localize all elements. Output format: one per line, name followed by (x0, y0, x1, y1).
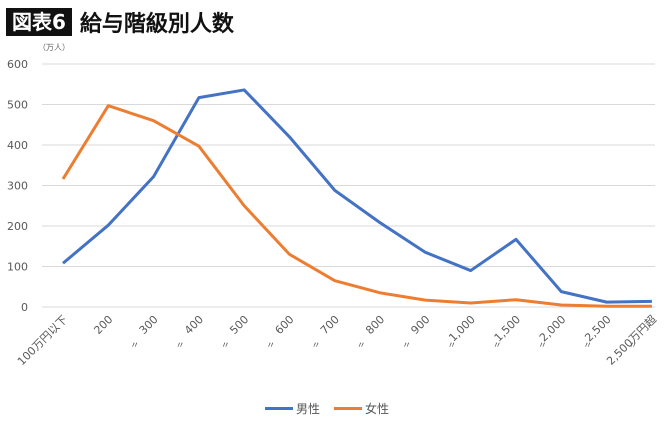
ditto-mark: 〃 (629, 341, 638, 351)
y-tick-label: 300 (7, 180, 28, 193)
legend-swatch (265, 407, 293, 410)
ditto-mark: 〃 (402, 341, 411, 351)
x-tick-label: 1,500 (492, 313, 523, 344)
title-text: 給与階級別人数 (79, 12, 234, 37)
series-line (61, 104, 652, 308)
series-line (62, 88, 652, 304)
y-tick-label: 500 (7, 99, 28, 112)
ditto-mark: 〃 (538, 341, 547, 351)
legend-item: 女性 (334, 400, 389, 417)
x-tick-label: 2,500 (582, 313, 613, 344)
figure-badge: 図表6 (6, 8, 72, 36)
y-tick-label: 200 (7, 220, 28, 233)
y-unit-label: （万人） (38, 43, 70, 52)
ditto-mark: 〃 (583, 341, 592, 351)
ditto-mark: 〃 (493, 341, 502, 351)
legend-label: 女性 (365, 402, 390, 416)
x-tick-label: 1,000 (446, 313, 477, 344)
ditto-mark: 〃 (312, 341, 321, 351)
x-tick-label: 400 (182, 313, 206, 337)
x-tick-label: 800 (363, 313, 387, 337)
ditto-mark: 〃 (447, 341, 456, 351)
x-tick-label: 100万円以下 (15, 313, 70, 368)
x-tick-label: 900 (408, 313, 432, 337)
ditto-mark: 〃 (221, 341, 230, 351)
x-tick-label: 500 (227, 313, 251, 337)
legend: 男性 女性 (265, 400, 403, 417)
legend-label: 男性 (296, 402, 321, 416)
ditto-mark: 〃 (176, 341, 185, 351)
legend-item: 男性 (265, 400, 320, 417)
x-tick-label: 600 (273, 313, 297, 337)
ditto-mark: 〃 (266, 341, 275, 351)
chart-title: 図表6 給与階級別人数 (6, 6, 234, 38)
x-tick-label: 300 (137, 313, 161, 337)
ditto-mark: 〃 (130, 341, 139, 351)
x-tick-label: 700 (318, 313, 342, 337)
y-tick-label: 400 (7, 139, 28, 152)
x-tick-label: 200 (91, 313, 115, 337)
y-tick-label: 100 (7, 261, 28, 274)
legend-swatch (334, 407, 363, 410)
ditto-mark: 〃 (357, 341, 366, 351)
y-tick-label: 600 (7, 58, 28, 71)
x-tick-label: 2,000 (537, 313, 568, 344)
y-tick-label: 0 (21, 301, 28, 314)
